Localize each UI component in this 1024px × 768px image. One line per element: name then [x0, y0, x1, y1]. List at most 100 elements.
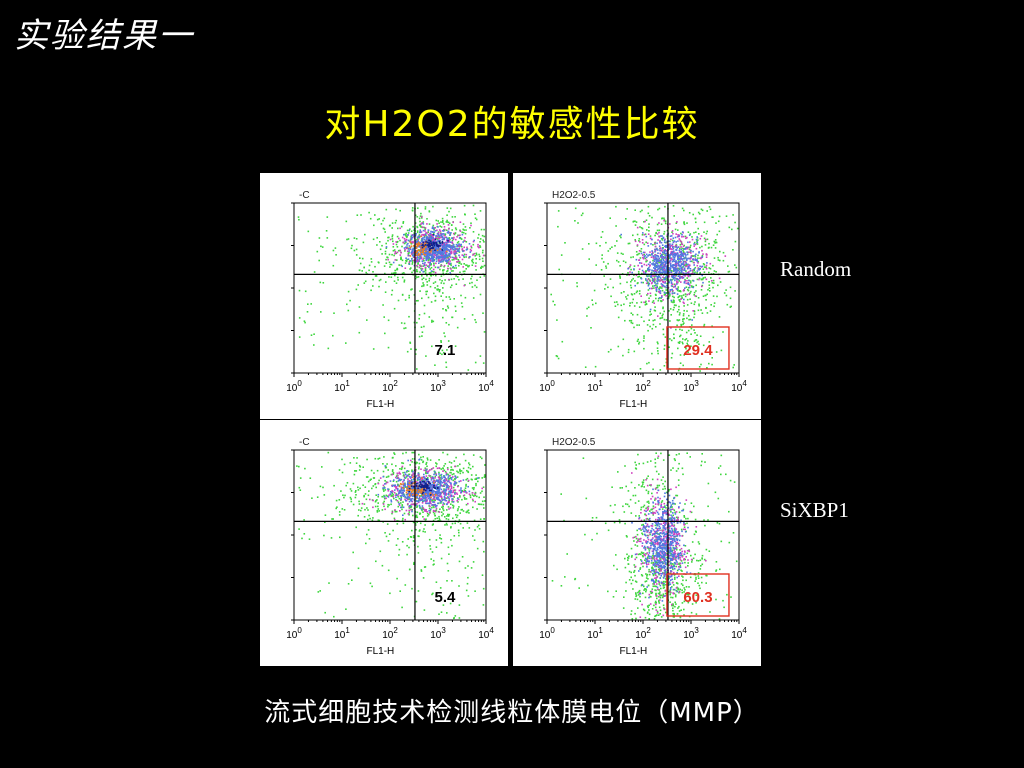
event-dot-green: [665, 319, 668, 321]
event-dot-green: [705, 232, 708, 235]
event-dot-green: [432, 224, 435, 227]
event-dot-magenta: [398, 471, 401, 474]
event-dot-green: [677, 286, 680, 288]
event-dot-magenta: [444, 236, 447, 238]
event-dot-green: [311, 497, 313, 499]
event-dot-magenta: [445, 253, 447, 255]
event-dot-blue: [439, 257, 441, 259]
event-dot-magenta: [418, 259, 420, 261]
event-dot-green: [346, 482, 349, 484]
event-dot-blue: [458, 254, 460, 257]
event-dot-magenta: [658, 231, 660, 234]
event-dot-green: [447, 221, 450, 224]
event-dot-magenta: [432, 239, 434, 242]
event-dot-blue: [663, 241, 666, 243]
event-dot-green: [635, 291, 638, 294]
event-dot-green: [463, 489, 466, 491]
event-dot-blue: [457, 248, 459, 251]
event-dot-green: [360, 214, 362, 216]
event-dot-green: [458, 251, 461, 253]
event-dot-green: [421, 331, 424, 333]
event-dot-green: [436, 238, 439, 240]
event-dot-blue: [661, 271, 664, 274]
event-dot-green: [446, 524, 448, 526]
event-dot-blue: [684, 256, 687, 258]
event-dot-magenta: [432, 480, 435, 482]
event-dot-blue: [424, 233, 427, 235]
event-dot-green: [338, 469, 341, 471]
event-dot-green: [452, 270, 454, 272]
event-dot-orange: [416, 249, 418, 252]
event-dot-blue: [451, 256, 454, 259]
event-dot-blue: [434, 243, 437, 246]
event-dot-blue: [670, 285, 673, 287]
event-dot-green: [474, 255, 476, 257]
event-dot-green: [697, 257, 699, 259]
event-dot-green: [638, 341, 641, 344]
event-dot-green: [472, 231, 475, 233]
event-dot-blue: [415, 241, 418, 243]
event-dot-green: [416, 521, 418, 523]
event-dot-green: [417, 590, 420, 592]
event-dot-green: [430, 301, 433, 303]
event-dot-magenta: [634, 240, 637, 243]
event-dot-magenta: [680, 276, 683, 278]
event-dot-green: [363, 282, 366, 284]
event-dot-green: [404, 250, 406, 252]
event-dot-magenta: [448, 231, 451, 234]
event-dot-green: [444, 463, 447, 465]
event-dot-green: [439, 587, 442, 589]
event-dot-green: [469, 227, 471, 229]
event-dot-magenta: [398, 504, 401, 506]
event-dot-green: [451, 473, 454, 476]
event-dot-blue: [680, 266, 683, 269]
event-dot-green: [557, 210, 560, 212]
event-dot-green: [682, 313, 685, 315]
event-dot-green: [707, 289, 709, 291]
event-dot-green: [459, 522, 462, 525]
event-dot-blue: [669, 260, 671, 263]
event-dot-green: [448, 553, 450, 555]
event-dot-blue: [433, 259, 435, 262]
event-dot-green: [390, 495, 393, 497]
event-dot-blue: [409, 248, 412, 251]
event-dot-blue: [642, 232, 644, 234]
event-dot-green: [432, 505, 434, 507]
event-dot-green: [652, 319, 654, 322]
event-dot-blue: [663, 261, 666, 263]
event-dot-green: [550, 293, 552, 296]
event-dot-green: [442, 509, 445, 512]
event-dot-green: [711, 325, 713, 327]
event-dot-green: [441, 353, 443, 356]
event-dot-green: [726, 303, 729, 306]
event-dot-blue: [434, 251, 437, 254]
event-dot-magenta: [458, 489, 461, 492]
event-dot-blue: [437, 252, 440, 255]
event-dot-green: [463, 229, 465, 231]
event-dot-blue: [437, 247, 439, 249]
event-dot-green: [456, 476, 459, 478]
event-dot-green: [400, 502, 402, 504]
event-dot-green: [705, 307, 707, 309]
event-dot-green: [350, 500, 353, 503]
event-dot-green: [678, 299, 681, 301]
event-dot-blue: [689, 268, 692, 270]
event-dot-green: [357, 284, 359, 286]
event-dot-green: [372, 285, 374, 287]
event-dot-green: [444, 470, 447, 473]
event-dot-blue: [434, 481, 436, 484]
event-dot-green: [629, 302, 631, 304]
event-dot-green: [363, 494, 365, 497]
event-dot-blue: [458, 237, 461, 239]
event-dot-green: [363, 503, 366, 505]
event-dot-green: [633, 305, 636, 307]
event-dot-magenta: [399, 227, 401, 230]
event-dot-magenta: [718, 277, 721, 280]
event-dot-green: [717, 256, 719, 259]
event-dot-magenta: [385, 482, 387, 485]
event-dot-magenta: [422, 507, 425, 509]
event-dot-green: [632, 298, 634, 301]
event-dot-blue: [435, 258, 438, 260]
event-dot-blue: [383, 495, 386, 498]
event-dot-green: [430, 263, 432, 266]
